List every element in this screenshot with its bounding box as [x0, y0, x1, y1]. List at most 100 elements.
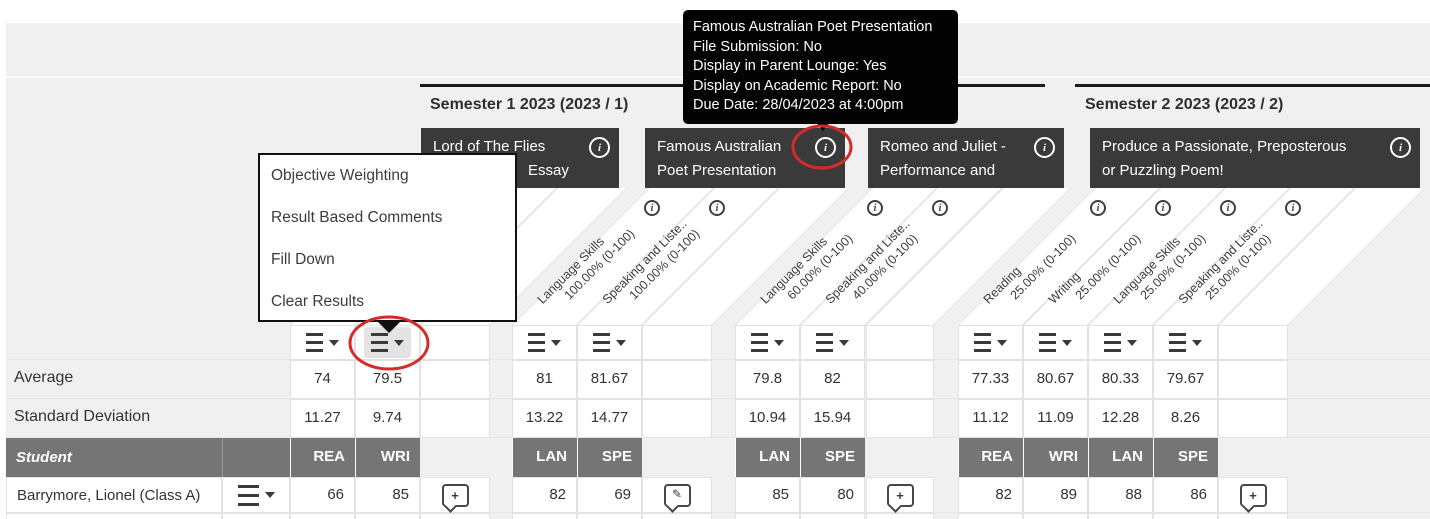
column-menu-button[interactable] [816, 333, 849, 352]
comment-column-cell [1218, 399, 1288, 438]
next-row-sliver [1218, 513, 1288, 519]
next-row-sliver [222, 513, 290, 519]
objective-info-icon[interactable]: i [644, 200, 660, 216]
column-menu-button[interactable] [1169, 333, 1202, 352]
column-menu-button[interactable] [974, 333, 1007, 352]
student-row-menu-button[interactable] [237, 484, 275, 506]
comment-column-cell [642, 360, 712, 399]
menu-item-fill-down[interactable]: Fill Down [271, 251, 335, 268]
objective-code-header: REA [290, 438, 355, 477]
info-icon[interactable]: i [1390, 137, 1411, 158]
stdev-value-cell: 13.22 [512, 399, 577, 438]
comment-glyph: ✎ [671, 487, 683, 501]
tooltip-line: Display on Academic Report: No [693, 77, 902, 94]
info-icon[interactable]: i [815, 137, 836, 158]
add-comment-icon[interactable]: + [441, 483, 469, 507]
objective-info-icon[interactable]: i [1285, 200, 1301, 216]
result-cell[interactable]: 89 [1023, 477, 1088, 513]
comment-glyph: + [896, 487, 904, 503]
result-cell[interactable]: 82 [512, 477, 577, 513]
chevron-down-icon [1127, 339, 1137, 346]
menu-item-result-based-comments[interactable]: Result Based Comments [271, 209, 443, 226]
column-menu-cell [1088, 325, 1153, 360]
add-comment-icon[interactable]: + [886, 483, 914, 507]
hamburger-icon [816, 333, 833, 352]
student-name: Barrymore, Lionel (Class A) [17, 486, 201, 504]
chevron-down-icon [394, 339, 404, 346]
assessment-header: Romeo and Juliet - i Performance and [868, 128, 1064, 188]
column-menu-button[interactable] [751, 333, 784, 352]
result-cell[interactable]: 85 [735, 477, 800, 513]
stdev-value-cell: 11.12 [958, 399, 1023, 438]
semester-2-header: Semester 2 2023 (2023 / 2) [1075, 84, 1430, 124]
assessment-tooltip: Famous Australian Poet Presentation File… [683, 10, 958, 124]
student-header-label: Student [16, 449, 72, 466]
comment-column-cell [420, 325, 490, 360]
column-menu-button[interactable] [593, 333, 626, 352]
tooltip-line: Due Date: 28/04/2023 at 4:00pm [693, 97, 904, 113]
column-menu-cell [1023, 325, 1088, 360]
next-row-sliver [1023, 513, 1088, 519]
comment-column-cell [1218, 325, 1288, 360]
objective-code-header: LAN [512, 438, 577, 477]
hamburger-icon [306, 333, 323, 352]
average-row-label: Average [14, 369, 74, 386]
objective-info-icon[interactable]: i [867, 200, 883, 216]
info-icon[interactable]: i [589, 137, 610, 158]
comment-column-cell [642, 399, 712, 438]
column-menu-cell [290, 325, 355, 360]
tooltip-line: Display in Parent Lounge: Yes [693, 58, 887, 74]
chevron-down-icon [264, 492, 275, 498]
assessment-title-line1: Romeo and Juliet - [880, 138, 1006, 155]
column-menu-cell [800, 325, 865, 360]
column-menu-button[interactable] [1104, 333, 1137, 352]
objective-info-icon[interactable]: i [1155, 200, 1171, 216]
next-row-sliver [1088, 513, 1153, 519]
row-separator [6, 512, 1430, 513]
objective-info-icon[interactable]: i [1220, 200, 1236, 216]
next-row-sliver [800, 513, 865, 519]
hamburger-icon [593, 333, 610, 352]
menu-item-clear-results[interactable]: Clear Results [271, 293, 365, 310]
assessment-title-line1: Lord of The Flies [433, 138, 546, 155]
stdev-value-cell: 8.26 [1153, 399, 1218, 438]
average-value-cell: 81.67 [577, 360, 642, 399]
objective-info-icon[interactable]: i [1090, 200, 1106, 216]
result-cell[interactable]: 86 [1153, 477, 1218, 513]
column-menu-button[interactable] [1039, 333, 1072, 352]
comment-glyph: + [451, 487, 459, 503]
next-row-sliver [866, 513, 934, 519]
semester-1-label: Semester 1 2023 (2023 / 1) [430, 96, 629, 113]
result-cell[interactable]: 66 [290, 477, 355, 513]
student-comment-cell: ✎ [642, 477, 712, 513]
objective-info-icon[interactable]: i [709, 200, 725, 216]
result-cell[interactable]: 69 [577, 477, 642, 513]
objective-code-header: SPE [1153, 438, 1218, 477]
result-cell[interactable]: 82 [958, 477, 1023, 513]
result-cell[interactable]: 85 [355, 477, 420, 513]
average-value-cell: 79.67 [1153, 360, 1218, 399]
add-comment-icon[interactable]: + [1239, 483, 1267, 507]
average-value-cell: 82 [800, 360, 865, 399]
student-column-header: Student [6, 438, 222, 477]
next-row-sliver [355, 513, 420, 519]
menu-item-objective-weighting[interactable]: Objective Weighting [271, 167, 409, 184]
chevron-down-icon [1192, 339, 1202, 346]
comment-column-cell [1218, 360, 1288, 399]
row-separator [6, 359, 1430, 360]
student-row-actions-cell [222, 477, 290, 513]
column-menu-cell [577, 325, 642, 360]
objective-info-icon[interactable]: i [932, 200, 948, 216]
column-menu-button[interactable] [528, 333, 561, 352]
comment-column-cell [420, 360, 490, 399]
result-cell[interactable]: 80 [800, 477, 865, 513]
next-row-sliver [512, 513, 577, 519]
result-cell[interactable]: 88 [1088, 477, 1153, 513]
hamburger-icon [371, 333, 388, 352]
info-icon[interactable]: i [1034, 137, 1055, 158]
column-menu-button[interactable] [306, 333, 339, 352]
column-menu-cell [958, 325, 1023, 360]
objective-code-header: WRI [1023, 438, 1088, 477]
edit-comment-icon[interactable]: ✎ [663, 483, 691, 507]
